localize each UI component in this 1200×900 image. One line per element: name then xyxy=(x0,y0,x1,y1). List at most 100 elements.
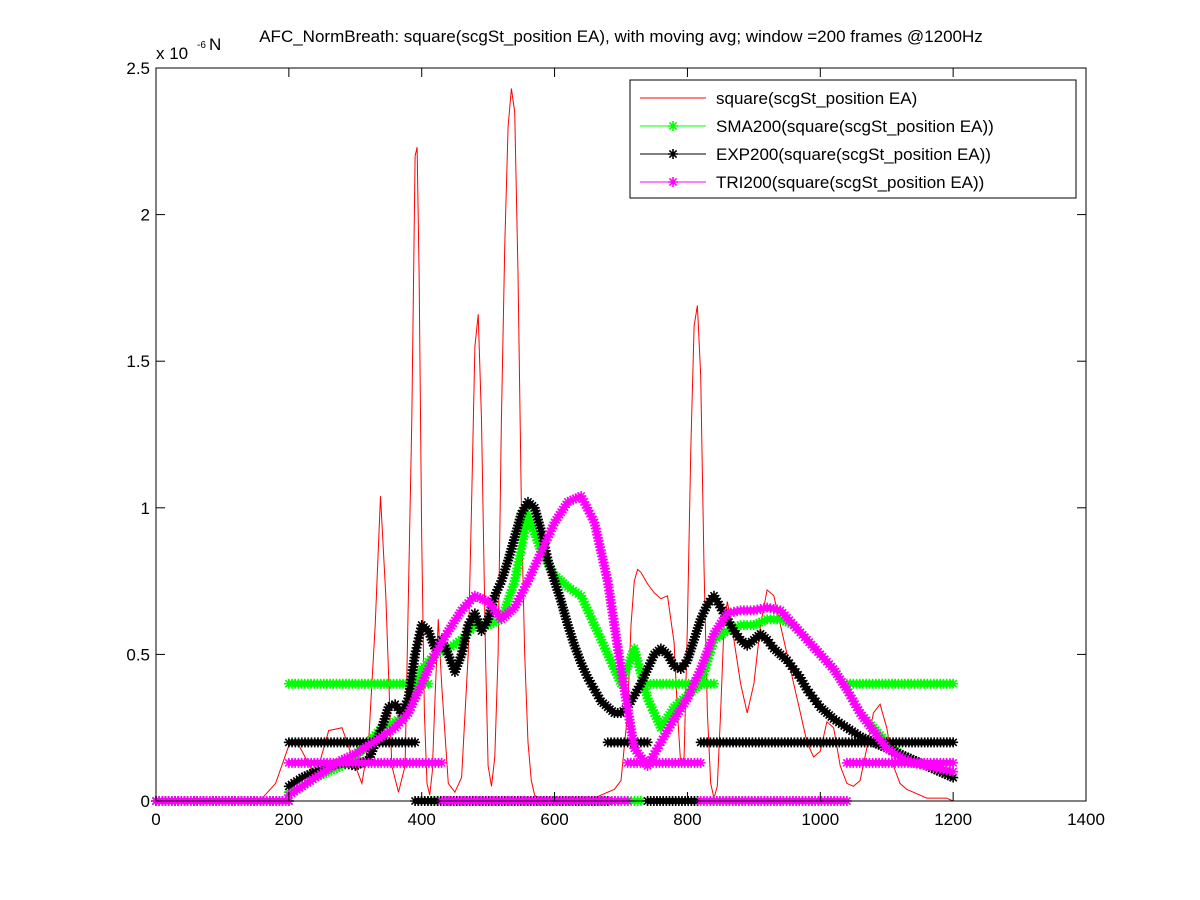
series-marker xyxy=(640,684,651,695)
series-marker xyxy=(587,514,598,525)
series-marker xyxy=(589,684,600,695)
series-marker xyxy=(518,505,529,516)
series-marker xyxy=(501,599,512,610)
series-marker xyxy=(379,713,390,724)
series-marker xyxy=(515,590,526,601)
series-marker xyxy=(664,652,675,663)
series-marker xyxy=(690,631,701,642)
series-marker xyxy=(722,625,733,636)
series-marker xyxy=(641,666,652,677)
series-marker xyxy=(948,772,959,783)
series-marker xyxy=(412,676,423,687)
series-marker xyxy=(443,649,454,660)
series-marker xyxy=(683,690,694,701)
series-marker xyxy=(410,737,421,748)
series-marker xyxy=(532,535,543,546)
series-marker xyxy=(510,529,521,540)
series-marker xyxy=(627,693,638,704)
series-marker xyxy=(699,666,710,677)
series-marker xyxy=(557,599,568,610)
series-marker xyxy=(533,517,544,528)
series-marker xyxy=(686,684,697,695)
series-marker xyxy=(604,652,615,663)
series-marker xyxy=(685,646,696,657)
series-marker xyxy=(634,681,645,692)
series-marker xyxy=(426,658,437,669)
series-marker xyxy=(701,649,712,660)
series-marker xyxy=(310,766,321,777)
series-marker xyxy=(455,652,466,663)
series-marker xyxy=(706,634,717,645)
series-marker xyxy=(857,732,868,743)
series-marker xyxy=(565,495,576,506)
series-marker xyxy=(589,620,600,631)
series-marker xyxy=(850,699,861,710)
series-marker xyxy=(500,564,511,575)
series-marker xyxy=(537,543,548,554)
series-marker xyxy=(554,590,565,601)
series-marker xyxy=(703,653,714,664)
exponent-power: -6 xyxy=(197,40,206,51)
series-marker xyxy=(531,508,542,519)
series-marker xyxy=(605,655,616,666)
series-marker xyxy=(534,549,545,560)
series-marker xyxy=(472,614,483,625)
series-marker xyxy=(529,526,540,537)
series-marker xyxy=(550,579,561,590)
series-marker xyxy=(412,687,423,698)
series-marker xyxy=(562,620,573,631)
series-marker xyxy=(475,593,486,604)
series-marker xyxy=(495,579,506,590)
series-marker xyxy=(347,750,358,761)
series-marker xyxy=(503,552,514,563)
series-marker xyxy=(422,666,433,677)
series-marker xyxy=(846,693,857,704)
series-marker xyxy=(453,658,464,669)
series-marker xyxy=(451,664,462,675)
series-marker xyxy=(420,669,431,680)
series-marker xyxy=(383,702,394,713)
series-marker xyxy=(668,121,678,131)
series-marker xyxy=(446,658,457,669)
series-marker xyxy=(653,716,664,727)
series-marker xyxy=(775,614,786,625)
series-marker xyxy=(433,643,444,654)
series-marker xyxy=(667,658,678,669)
series-marker xyxy=(552,584,563,595)
series-marker xyxy=(689,634,700,645)
series-marker xyxy=(843,687,854,698)
series-marker xyxy=(642,737,653,748)
series-marker xyxy=(667,716,678,727)
series-marker xyxy=(873,739,884,750)
series-marker xyxy=(492,584,503,595)
series-marker xyxy=(512,596,523,607)
legend-label: EXP200(square(scgSt_position EA)) xyxy=(716,145,991,164)
series-marker xyxy=(414,684,425,695)
series-marker xyxy=(717,605,728,616)
series-marker xyxy=(586,511,597,522)
series-marker xyxy=(519,502,530,513)
series-marker xyxy=(723,617,734,628)
series-marker xyxy=(582,502,593,513)
series-marker xyxy=(727,623,738,634)
series-marker xyxy=(418,675,429,686)
series-marker xyxy=(622,661,633,672)
series-marker xyxy=(476,625,487,636)
series-marker xyxy=(582,672,593,683)
series-marker xyxy=(508,535,519,546)
series-marker xyxy=(560,611,571,622)
series-marker xyxy=(637,675,648,686)
series-marker xyxy=(692,623,703,634)
series-marker xyxy=(536,546,547,557)
series-marker xyxy=(709,590,719,601)
series-marker xyxy=(520,581,531,592)
series-marker xyxy=(646,702,657,713)
series-marker xyxy=(576,590,587,601)
series-marker xyxy=(427,655,438,666)
series-marker xyxy=(547,570,558,581)
series-marker xyxy=(414,670,425,681)
series-marker xyxy=(540,537,551,548)
series-marker xyxy=(516,508,527,519)
series-marker xyxy=(584,608,595,619)
series-marker xyxy=(698,608,709,619)
